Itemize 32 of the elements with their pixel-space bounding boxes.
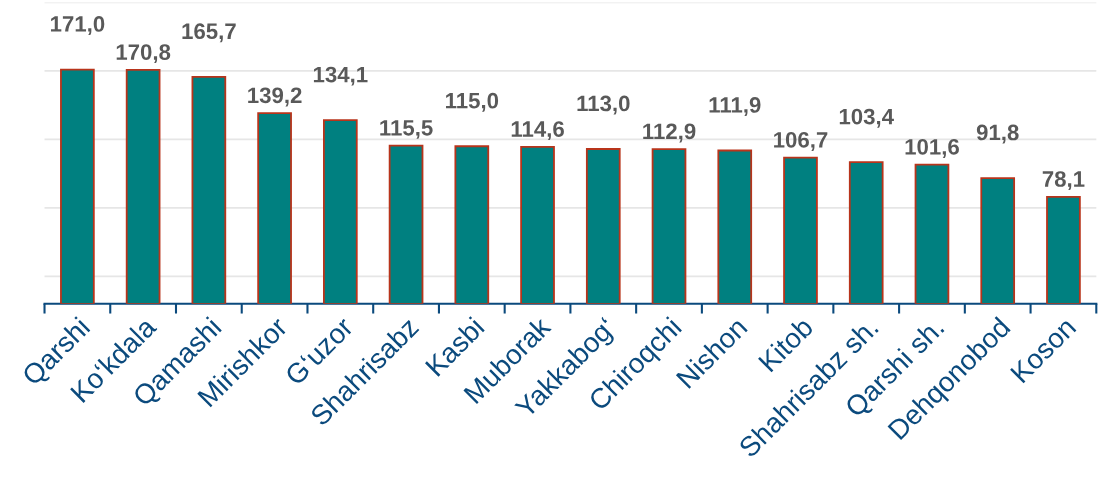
data-label: 171,0 <box>50 16 105 36</box>
bar <box>60 68 95 304</box>
bar <box>125 68 161 304</box>
data-label: 101,6 <box>905 138 959 158</box>
data-label: 111,9 <box>709 97 761 117</box>
data-label: 103,4 <box>839 108 894 128</box>
data-label: 170,8 <box>116 44 171 64</box>
data-label: 115,0 <box>446 92 499 112</box>
bar <box>1046 195 1081 304</box>
data-label: 165,7 <box>182 23 236 43</box>
bar <box>585 148 621 304</box>
bar <box>717 149 753 304</box>
bar <box>520 145 555 304</box>
data-label: 115,5 <box>380 120 433 139</box>
data-label: 78,1 <box>1042 171 1085 191</box>
data-label: 112,9 <box>643 123 696 143</box>
bar <box>388 144 424 304</box>
bar <box>454 145 490 304</box>
data-label: 134,1 <box>313 66 368 86</box>
bar <box>322 119 358 304</box>
data-label: 106,7 <box>774 131 828 151</box>
bar <box>257 112 292 304</box>
data-label: 91,8 <box>976 124 1019 144</box>
data-label: 114,6 <box>511 121 564 141</box>
data-label: 113,0 <box>577 95 630 115</box>
bar <box>651 148 687 304</box>
bar <box>783 156 818 304</box>
bar <box>914 163 950 304</box>
data-label: 139,2 <box>248 87 302 107</box>
bar <box>980 177 1016 304</box>
bar <box>191 75 227 304</box>
bar <box>848 161 884 304</box>
